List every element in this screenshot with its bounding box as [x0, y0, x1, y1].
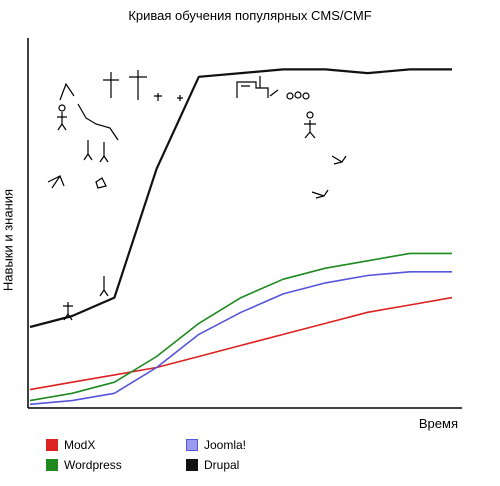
cross-doodle-2	[129, 70, 147, 100]
series-line-modx	[29, 296, 453, 391]
x-axis-label: Время	[418, 416, 458, 431]
legend-label-drupal: Drupal	[204, 458, 240, 472]
legend-swatch-modx	[46, 439, 58, 451]
rock-doodle	[95, 177, 107, 189]
falling-figure-1	[57, 112, 67, 131]
rubble-doodle	[286, 92, 294, 100]
falling-figure-2	[47, 174, 65, 189]
cross-doodle-3	[154, 93, 162, 101]
chart-title: Кривая обучения популярных CMS/CMF	[128, 8, 372, 23]
legend-swatch-wordpress	[46, 459, 58, 471]
legend-item-drupal: Drupal	[186, 458, 239, 472]
legend-label-modx: ModX	[64, 438, 96, 452]
falling-figure-3	[304, 120, 316, 139]
climber-figure-2	[99, 276, 109, 297]
bulldozer-doodle	[236, 76, 279, 98]
legend-item-joomla: Joomla!	[186, 438, 246, 452]
stick-figure-doodles	[47, 70, 347, 321]
falling-figure-5	[311, 189, 329, 199]
falling-figure-4	[331, 155, 347, 165]
climber-figure	[63, 302, 73, 321]
hanging-figure	[83, 140, 93, 161]
rubble-doodle-3	[302, 92, 310, 100]
legend-item-modx: ModX	[46, 438, 95, 452]
series-line-wordpress	[29, 252, 452, 402]
series-line-joomla	[29, 270, 452, 406]
rubble-doodle-2	[294, 91, 302, 99]
series-line-drupal	[29, 68, 452, 329]
cliff-overhang-doodle	[59, 82, 119, 141]
cross-doodle-4	[177, 95, 183, 101]
falling-figure-3-head	[306, 111, 314, 119]
falling-figure-1-head	[58, 104, 66, 112]
legend-label-wordpress: Wordpress	[64, 458, 122, 472]
legend-swatch-drupal	[186, 459, 198, 471]
legend-label-joomla: Joomla!	[204, 438, 247, 452]
series-layer	[29, 68, 453, 406]
legend-item-wordpress: Wordpress	[46, 458, 122, 472]
hanging-figure-2	[99, 142, 109, 163]
cross-doodle-1	[103, 72, 119, 98]
legend-swatch-joomla	[186, 439, 198, 451]
